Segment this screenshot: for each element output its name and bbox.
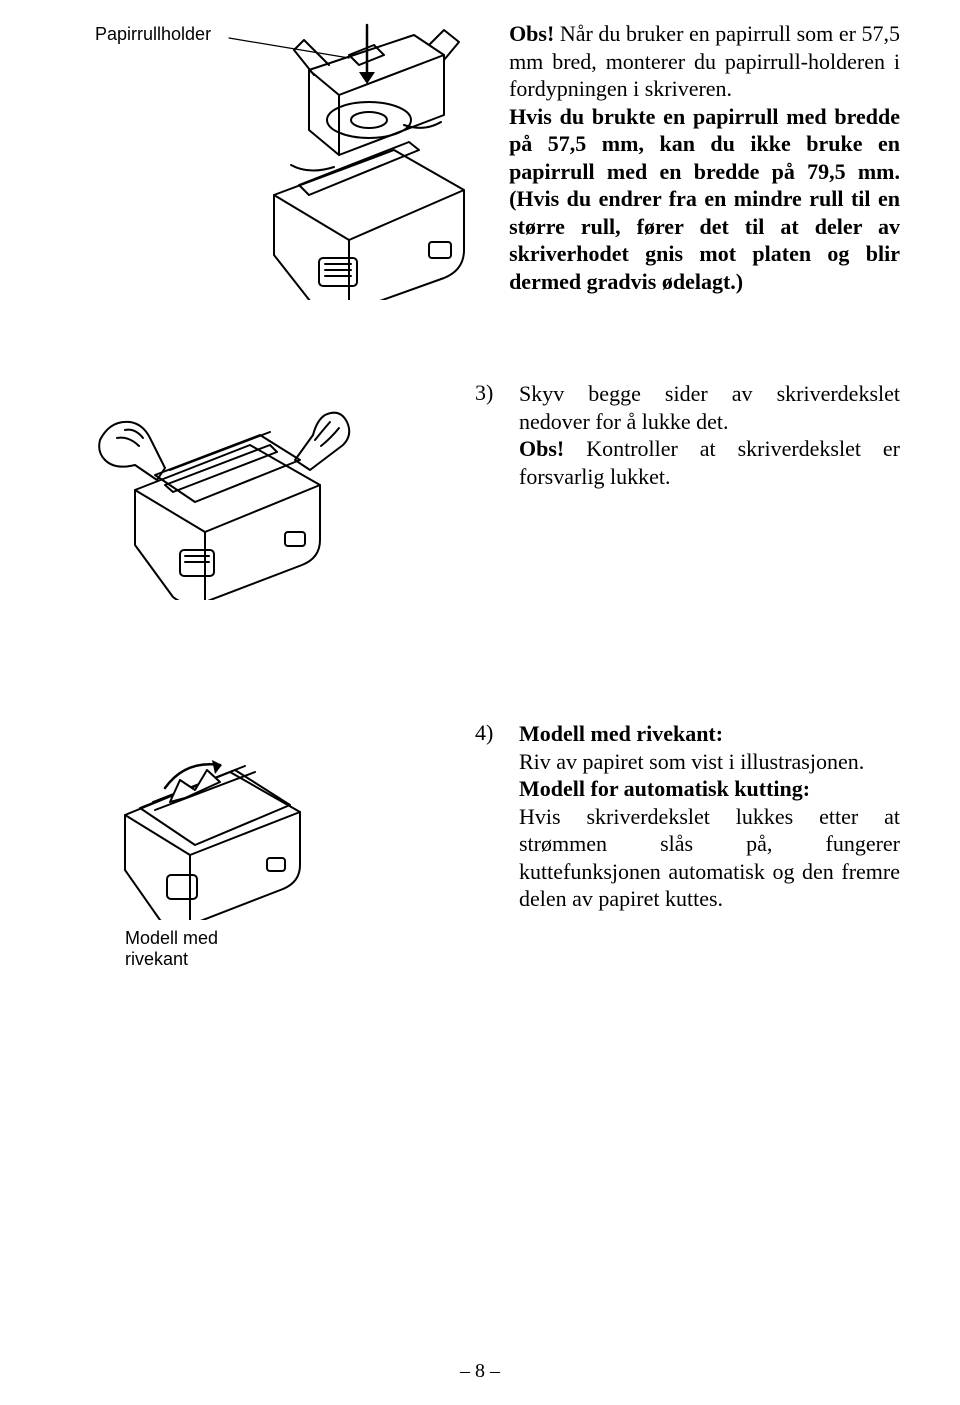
figure-3-caption-l1: Modell med <box>125 928 218 948</box>
figure-2-container <box>95 380 465 600</box>
figure-3-caption: Modell med rivekant <box>125 928 218 970</box>
section-1-para-2: Hvis du brukte en papirrull med bredde p… <box>509 104 900 294</box>
section-1: Papirrullholder <box>95 20 900 300</box>
printer-tear-illustration <box>95 720 325 920</box>
section-1-body: Obs! Når du bruker en papirrull som er 5… <box>509 20 900 295</box>
section-3-heading-2: Modell for automatisk kutting: <box>519 776 810 801</box>
figure-3-container: Modell med rivekant <box>95 720 465 970</box>
section-3-line-1: Riv av papiret som vist i illustrasjonen… <box>519 749 864 774</box>
section-3: Modell med rivekant 4) Modell med riveka… <box>95 720 900 970</box>
figure-1-container: Papirrullholder <box>95 20 499 300</box>
obs-label-2: Obs! <box>519 436 564 461</box>
step-3-number: 3) <box>475 380 501 406</box>
section-1-para-1: Når du bruker en papirrull som er 57,5 m… <box>509 21 900 101</box>
section-3-line-2: Hvis skriverdekslet lukkes etter at strø… <box>519 804 900 912</box>
section-1-text: Obs! Når du bruker en papirrull som er 5… <box>499 20 900 295</box>
section-2-line-2: Kontroller at skriverdekslet er forsvarl… <box>519 436 900 489</box>
section-2: 3) Skyv begge sider av skriverdekslet ne… <box>95 380 900 600</box>
section-3-heading-1: Modell med rivekant: <box>519 721 723 746</box>
page-number: – 8 – <box>0 1360 960 1383</box>
step-4-number: 4) <box>475 720 501 746</box>
section-2-text: 3) Skyv begge sider av skriverdekslet ne… <box>465 380 900 490</box>
section-2-line-1: Skyv begge sider av skriverdekslet nedov… <box>519 381 900 434</box>
printer-open-illustration <box>219 20 499 300</box>
section-3-body: Modell med rivekant: Riv av papiret som … <box>519 720 900 913</box>
section-3-text: 4) Modell med rivekant: Riv av papiret s… <box>465 720 900 913</box>
obs-label-1: Obs! <box>509 21 554 46</box>
printer-close-cover-illustration <box>95 380 355 600</box>
section-2-body: Skyv begge sider av skriverdekslet nedov… <box>519 380 900 490</box>
figure-1-label: Papirrullholder <box>95 20 211 45</box>
figure-3-caption-l2: rivekant <box>125 949 188 969</box>
